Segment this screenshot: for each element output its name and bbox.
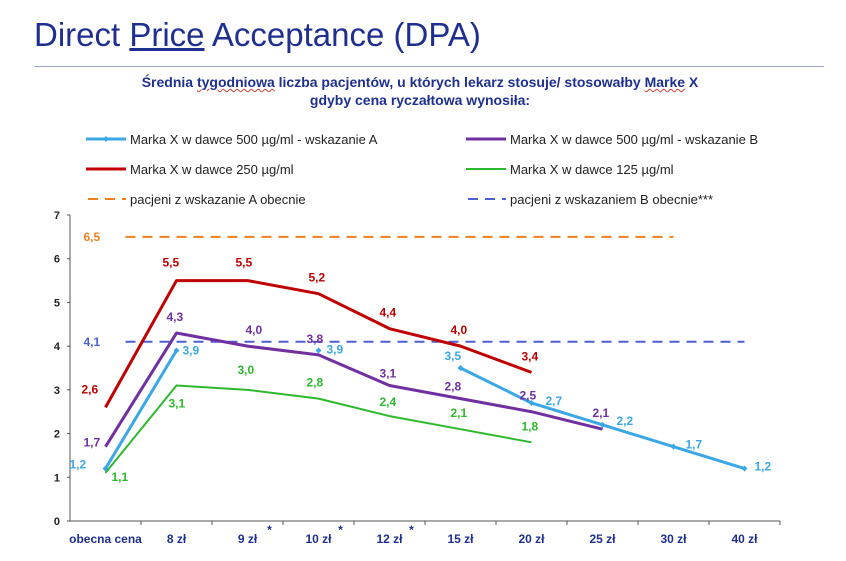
data-label: 2,4: [380, 395, 397, 409]
data-label: 2,8: [307, 376, 324, 390]
title-divider: [34, 66, 824, 67]
series-point: [315, 347, 322, 354]
x-tick-label: 25 zł: [589, 532, 616, 546]
y-tick-label: 0: [54, 516, 60, 528]
x-tick-label: 20 zł: [518, 532, 545, 546]
series-point: [670, 443, 677, 450]
data-label: 3,8: [307, 332, 324, 346]
y-tick-label: 6: [54, 254, 60, 266]
y-tick-label: 1: [54, 472, 60, 484]
data-label: 4,4: [380, 306, 397, 320]
data-label: 2,8: [445, 380, 462, 394]
title-text-2: Price: [129, 16, 205, 53]
chart-title-e: X: [685, 74, 699, 90]
data-label: 3,1: [380, 366, 397, 380]
chart-title-c: liczba pacjentów, u których lekarz stosu…: [274, 74, 645, 90]
chart-title-b: tygodniowa: [196, 74, 275, 90]
series-point: [173, 347, 180, 354]
x-tick-label: obecna cena: [69, 532, 142, 546]
y-tick-label: 2: [54, 429, 60, 441]
chart-title-d: Marke: [644, 74, 686, 90]
data-label: 3,9: [327, 343, 344, 357]
chart-title: Średnia tygodniowa liczba pacjentów, u k…: [60, 73, 780, 109]
data-label: 3,1: [169, 396, 186, 410]
series-line: [104, 331, 603, 448]
data-label: 1,2: [70, 458, 87, 472]
data-label: 3,4: [522, 349, 539, 363]
series-point: [741, 465, 748, 472]
data-label: 1,2: [755, 460, 772, 474]
data-label: 1,8: [522, 419, 539, 433]
chart-title-line2: gdyby cena ryczałtowa wynosiła:: [309, 92, 531, 108]
data-label: 4,0: [246, 323, 263, 337]
data-label: 5,5: [163, 256, 180, 270]
data-label: 1,1: [112, 470, 129, 484]
y-tick-label: 5: [54, 297, 60, 309]
x-tick-label: 40 zł: [731, 532, 758, 546]
data-label: 1,7: [84, 436, 101, 450]
data-label: 5,5: [236, 256, 253, 270]
x-tick-label: 10 zł: [305, 532, 332, 546]
x-tick-label: 9 zł: [238, 532, 258, 546]
data-label: 2,7: [546, 394, 563, 408]
data-label: 2,2: [617, 414, 634, 428]
data-label: 2,1: [451, 406, 468, 420]
x-tick-label: 30 zł: [660, 532, 687, 546]
title-text-3: Acceptance (DPA): [204, 16, 481, 53]
x-tick-footnote-mark: *: [338, 523, 343, 537]
data-label: 3,9: [183, 344, 200, 358]
reference-line-label: 4,1: [84, 335, 101, 349]
x-tick-label: 15 zł: [447, 532, 474, 546]
series-line: [104, 279, 533, 409]
chart-title-a: Średnia: [141, 74, 197, 90]
data-label: 2,1: [593, 406, 610, 420]
x-tick-label: 12 zł: [376, 532, 403, 546]
data-label: 3,5: [445, 349, 462, 363]
series-point: [528, 399, 535, 406]
data-label: 2,6: [82, 382, 99, 396]
series-line: [104, 349, 178, 470]
data-label: 2,5: [520, 389, 537, 403]
data-label: 3,0: [238, 363, 255, 377]
y-tick-label: 4: [54, 341, 61, 353]
reference-line-label: 6,5: [84, 230, 101, 244]
series-point: [457, 365, 464, 371]
series-line: [104, 384, 532, 474]
data-label: 1,7: [686, 438, 703, 452]
series-point: [599, 421, 606, 428]
y-tick-label: 7: [54, 210, 60, 222]
title-text-1: Direct: [34, 16, 130, 53]
x-tick-footnote-mark: *: [267, 523, 272, 537]
x-tick-footnote-mark: *: [409, 523, 414, 537]
data-label: 5,2: [309, 271, 326, 285]
page-title: Direct Price Acceptance (DPA): [34, 16, 481, 54]
y-tick-label: 3: [54, 385, 60, 397]
x-tick-label: 8 zł: [167, 532, 187, 546]
data-label: 4,3: [167, 310, 184, 324]
data-label: 4,0: [451, 323, 468, 337]
